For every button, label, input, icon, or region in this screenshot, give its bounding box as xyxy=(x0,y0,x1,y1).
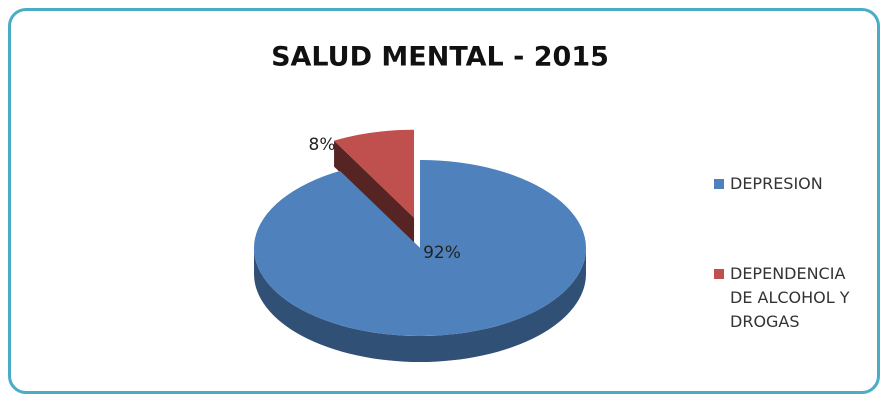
legend-item: DEPRESION xyxy=(714,172,864,196)
data-label: 92% xyxy=(423,243,461,263)
slice-top xyxy=(254,160,586,337)
pie-slice xyxy=(254,160,586,362)
legend-item: DEPENDENCIA DE ALCOHOL Y DROGAS xyxy=(714,262,864,334)
slice-edge xyxy=(334,140,415,244)
slice-side xyxy=(254,248,586,362)
legend-label: DEPRESION xyxy=(730,174,823,193)
pie-slice xyxy=(334,129,415,244)
legend-swatch xyxy=(714,269,724,279)
legend-label: DEPENDENCIA DE ALCOHOL Y DROGAS xyxy=(730,264,850,331)
data-label: 8% xyxy=(309,135,336,155)
slice-top xyxy=(334,129,415,218)
legend-swatch xyxy=(714,179,724,189)
chart-title: SALUD MENTAL - 2015 xyxy=(271,42,609,73)
